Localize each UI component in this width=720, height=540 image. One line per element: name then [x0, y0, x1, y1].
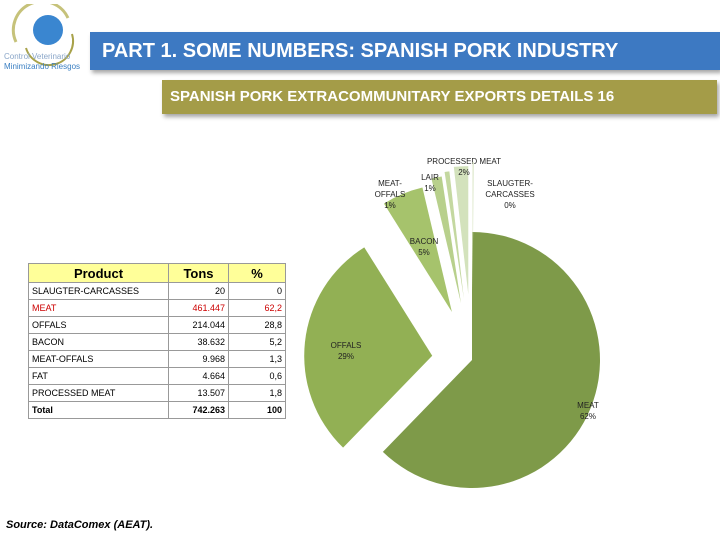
logo-caption: Control Veterinario Minimizando Riesgos [4, 52, 84, 72]
page-subtitle: SPANISH PORK EXTRACOMMUNITARY EXPORTS DE… [170, 88, 615, 105]
table-row: FAT 4.664 0,6 [28, 367, 286, 385]
pie-label-slaugter-carcasses: SLAUGTER-CARCASSES 0% [485, 179, 534, 210]
title-banner: PART 1. SOME NUMBERS: SPANISH PORK INDUS… [90, 32, 720, 70]
cell-product: MEAT [28, 299, 169, 317]
logo-line-2: Minimizando Riesgos [4, 62, 81, 71]
header-product: Product [28, 263, 169, 283]
table-header-row: Product Tons % [28, 263, 286, 283]
cell-percent: 100 [228, 401, 286, 419]
cell-tons: 4.664 [168, 367, 229, 385]
pie-label-processed-meat: PROCESSED MEAT 2% [427, 157, 501, 177]
cell-tons: 13.507 [168, 384, 229, 402]
cell-product: Total [28, 401, 169, 419]
source-note: Source: DataComex (AEAT). [6, 519, 154, 531]
cell-tons: 461.447 [168, 299, 229, 317]
subtitle-banner: SPANISH PORK EXTRACOMMUNITARY EXPORTS DE… [162, 80, 717, 114]
cell-percent: 62,2 [228, 299, 286, 317]
pie-label-offals: OFFALS 29% [331, 341, 362, 361]
cell-tons: 20 [168, 282, 229, 300]
pie-label-bacon: BACON 5% [410, 237, 439, 257]
cell-tons: 214.044 [168, 316, 229, 334]
table-row: BACON 38.632 5,2 [28, 333, 286, 351]
logo [11, 4, 75, 67]
cell-product: SLAUGTER-CARCASSES [28, 282, 169, 300]
table-row: MEAT 461.447 62,2 [28, 299, 286, 317]
page-title: PART 1. SOME NUMBERS: SPANISH PORK INDUS… [102, 40, 619, 62]
pie-slice-slaugter-carcasses [472, 162, 474, 291]
header-tons: Tons [168, 263, 229, 283]
table-row: SLAUGTER-CARCASSES 20 0 [28, 282, 286, 300]
pie-chart: MEAT 62% OFFALS 29% BACON 5% MEAT-OFFALS 1% LAIR… [304, 157, 600, 488]
pie-label-meat: MEAT 62% [577, 401, 599, 421]
cell-product: MEAT-OFFALS [28, 350, 169, 368]
cell-product: FAT [28, 367, 169, 385]
pie-label-meat-offals: MEAT-OFFALS 1% [375, 179, 406, 210]
cell-percent: 0,6 [228, 367, 286, 385]
table-row: PROCESSED MEAT 13.507 1,8 [28, 384, 286, 402]
pie-slice-processed-meat [453, 166, 469, 295]
cell-percent: 5,2 [228, 333, 286, 351]
cell-percent: 28,8 [228, 316, 286, 334]
pie-slice-lair [444, 171, 464, 299]
cell-percent: 1,8 [228, 384, 286, 402]
cell-percent: 0 [228, 282, 286, 300]
table-row: MEAT-OFFALS 9.968 1,3 [28, 350, 286, 368]
cell-product: OFFALS [28, 316, 169, 334]
cell-product: PROCESSED MEAT [28, 384, 169, 402]
cell-tons: 9.968 [168, 350, 229, 368]
pie-slice-meat-offals [431, 176, 461, 304]
pie-slice-bacon [383, 187, 452, 313]
pie-slice-meat [382, 232, 600, 488]
table-row: OFFALS 214.044 28,8 [28, 316, 286, 334]
header-percent: % [228, 263, 286, 283]
cell-tons: 742.263 [168, 401, 229, 419]
pie-label-lair: LAIR 1% [421, 173, 439, 193]
logo-line-1: Control Veterinario [4, 52, 71, 61]
pie-slice-offals [304, 247, 433, 448]
table-total-row: Total 742.263 100 [28, 401, 286, 419]
cell-percent: 1,3 [228, 350, 286, 368]
cell-product: BACON [28, 333, 169, 351]
cell-tons: 38.632 [168, 333, 229, 351]
exports-table: Product Tons % SLAUGTER-CARCASSES 20 0 M… [28, 263, 286, 419]
